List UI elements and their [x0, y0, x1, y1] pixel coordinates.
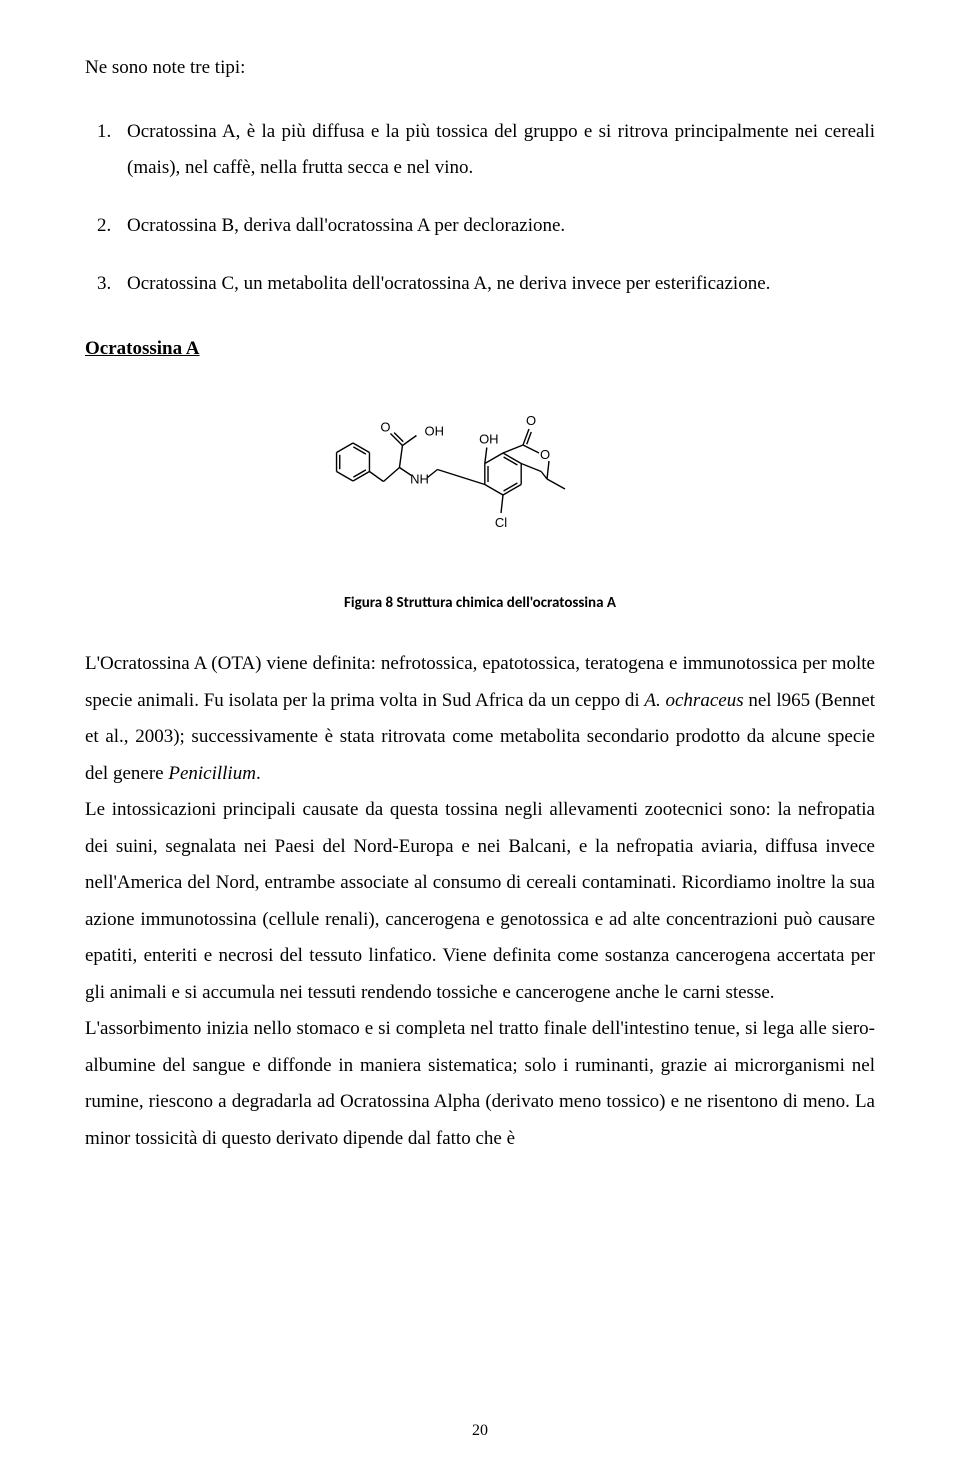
svg-text:NH: NH — [410, 472, 429, 487]
figure-caption: Figura 8 Struttura chimica dell'ocratoss… — [85, 594, 875, 612]
body-paragraph: L'Ocratossina A (OTA) viene definita: ne… — [85, 646, 875, 1157]
svg-text:OH: OH — [479, 432, 499, 447]
svg-text:Cl: Cl — [495, 515, 507, 530]
italic-taxon-1: A. ochraceus — [644, 690, 743, 711]
svg-text:O: O — [526, 413, 536, 428]
svg-text:O: O — [540, 447, 550, 462]
list-text-3: Ocratossina C, un metabolita dell'ocrato… — [127, 273, 770, 294]
page-number: 20 — [0, 1422, 960, 1440]
list-item-3: 3. Ocratossina C, un metabolita dell'ocr… — [85, 266, 875, 302]
chemical-structure-svg: O OH NH OH Cl O O — [315, 382, 645, 567]
list-num-2: 2. — [97, 208, 111, 244]
intro-text: Ne sono note tre tipi: — [85, 50, 875, 86]
list-text-2: Ocratossina B, deriva dall'ocratossina A… — [127, 215, 565, 236]
svg-text:OH: OH — [424, 424, 444, 439]
list-text-1: Ocratossina A, è la più diffusa e la più… — [127, 121, 875, 178]
list-item-2: 2. Ocratossina B, deriva dall'ocratossin… — [85, 208, 875, 244]
list-num-3: 3. — [97, 266, 111, 302]
list-num-1: 1. — [97, 114, 111, 150]
section-heading: Ocratossina A — [85, 338, 875, 360]
figure-container: O OH NH OH Cl O O — [85, 382, 875, 572]
italic-taxon-2: Penicillium — [168, 763, 256, 784]
svg-text:O: O — [380, 420, 390, 435]
list-item-1: 1. Ocratossina A, è la più diffusa e la … — [85, 114, 875, 186]
